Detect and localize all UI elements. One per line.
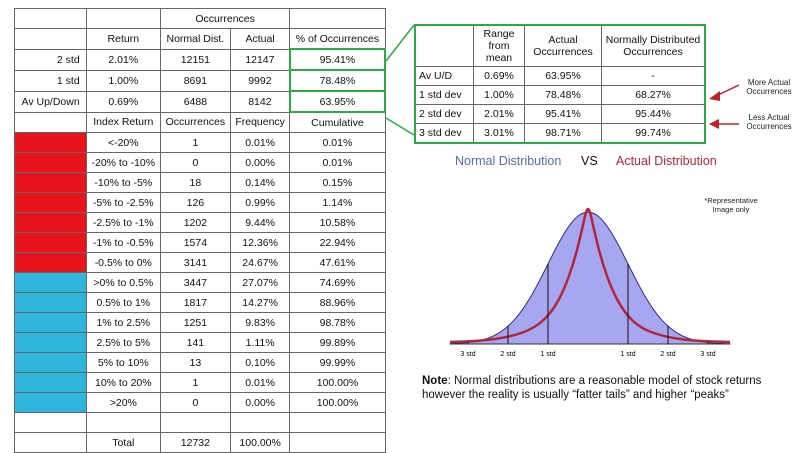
- normal-distribution-title: Normal Distribution: [455, 154, 562, 168]
- table-cell: 1.14%: [289, 192, 386, 213]
- table-cell: -5% to -2.5%: [85, 192, 161, 213]
- actual-distribution-title: Actual Distribution: [616, 154, 717, 168]
- more-occurrences-note: More Actual Occurrences: [746, 78, 792, 96]
- table-cell: 63.95%: [288, 90, 387, 113]
- connector-line: [385, 24, 415, 62]
- table-cell: 12147: [229, 48, 291, 71]
- table-cell: 12151: [159, 48, 231, 71]
- axis-label: 2 std: [500, 351, 515, 358]
- header-cell: Range from mean: [473, 24, 525, 67]
- header-cell: Index Return: [85, 111, 161, 133]
- header-cell: Normal Dist.: [159, 28, 231, 50]
- vs-label: VS: [581, 154, 598, 168]
- table-row: -0.5% to 0% 3141 24.67% 47.61%: [14, 252, 386, 273]
- arrow-head: [709, 91, 720, 101]
- note-text: : Normal distributions are a reasonable …: [422, 375, 762, 401]
- axis-label: 3 std: [700, 351, 715, 358]
- table-cell: 141: [159, 332, 231, 353]
- table-row: [14, 412, 386, 433]
- table-cell: 3 std dev: [414, 123, 474, 144]
- axis-label: 3 std: [460, 351, 475, 358]
- table-row: 2 std dev 2.01% 95.41% 95.44%: [414, 104, 706, 124]
- less-occurrences-note: Less Actual Occurrences: [746, 113, 792, 131]
- table-cell: 9992: [229, 69, 291, 92]
- axis-label: 1 std: [620, 351, 635, 358]
- table-cell: 1.11%: [229, 332, 291, 353]
- table-cell: 1817: [159, 292, 231, 313]
- table-cell: 6488: [159, 90, 231, 113]
- negative-color-block: [14, 252, 87, 273]
- table-row: >20% 0 0.00% 100.00%: [14, 392, 386, 413]
- table-row: 10% to 20% 1 0.01% 100.00%: [14, 372, 386, 393]
- table-row: 3 std dev 3.01% 98.71% 99.74%: [414, 123, 706, 144]
- table-cell: Av U/D: [414, 66, 474, 86]
- connector-line: [385, 117, 415, 136]
- table-cell: 0.5% to 1%: [85, 292, 161, 313]
- table-cell: 126: [159, 192, 231, 213]
- table-cell: 2 std: [14, 48, 87, 71]
- group-header: Occurrences: [159, 8, 291, 29]
- table-cell: 63.95%: [524, 66, 602, 86]
- table-cell: 2 std dev: [414, 104, 474, 124]
- header-cell: % of Occurrences: [289, 28, 386, 50]
- table-row: -5% to -2.5% 126 0.99% 1.14%: [14, 192, 386, 213]
- empty-cell: [289, 8, 386, 29]
- table-cell: -1% to -0.5%: [85, 232, 161, 253]
- table-cell: 98.71%: [524, 123, 602, 144]
- header-cell: Normally Distributed Occurrences: [601, 24, 706, 67]
- table-cell: 1202: [159, 212, 231, 233]
- table-cell: 74.69%: [289, 272, 386, 293]
- table-cell: 95.41%: [524, 104, 602, 124]
- arrow-head: [709, 119, 719, 129]
- table-cell: 2.01%: [473, 104, 525, 124]
- std-dev-comparison-table: Range from mean Actual Occurrences Norma…: [414, 24, 706, 144]
- table-row: -20% to -10% 0 0.00% 0.01%: [14, 152, 386, 173]
- table-row: -2.5% to -1% 1202 9.44% 10.58%: [14, 212, 386, 233]
- connector-lines: [385, 24, 740, 136]
- table-row: Occurrences: [14, 8, 386, 29]
- table-cell: 100.00%: [289, 372, 386, 393]
- note-bold: Note: [422, 375, 448, 387]
- table-cell: 3447: [159, 272, 231, 293]
- table-row: >0% to 0.5% 3447 27.07% 74.69%: [14, 272, 386, 293]
- table-row: -1% to -0.5% 1574 12.36% 22.94%: [14, 232, 386, 253]
- table-cell: 95.44%: [601, 104, 706, 124]
- actual-distribution-curve: [449, 207, 731, 344]
- table-cell: 0.69%: [85, 90, 161, 113]
- table-cell: 100.00%: [289, 392, 386, 413]
- table-row: Av U/D 0.69% 63.95% -: [414, 66, 706, 86]
- table-cell: 14.27%: [229, 292, 291, 313]
- table-row: Av Up/Down 0.69% 6488 8142 63.95%: [14, 90, 387, 113]
- table-row: 5% to 10% 13 0.10% 99.99%: [14, 352, 386, 373]
- table-cell: 78.48%: [288, 69, 387, 92]
- occurrences-table: Occurrences Return Normal Dist. Actual% of …: [14, 8, 387, 453]
- table-cell: 95.41%: [288, 48, 387, 71]
- negative-color-block: [14, 212, 87, 233]
- negative-color-block: [14, 172, 87, 193]
- header-cell: Actual Occurrences: [524, 24, 602, 67]
- table-cell: 8142: [229, 90, 291, 113]
- table-cell: 99.99%: [289, 352, 386, 373]
- table-cell: >0% to 0.5%: [85, 272, 161, 293]
- table-row: -10% to -5% 18 0.14% 0.15%: [14, 172, 386, 193]
- table-cell: 3.01%: [473, 123, 525, 144]
- table-cell: 1 std dev: [414, 85, 474, 105]
- axis-label: 1 std: [540, 351, 555, 358]
- table-row: 2.5% to 5% 141 1.11% 99.89%: [14, 332, 386, 353]
- table-cell: Av Up/Down: [14, 90, 87, 113]
- table-cell: 1% to 2.5%: [85, 312, 161, 333]
- positive-color-block: [14, 392, 87, 413]
- normal-curve-fill: [449, 211, 731, 345]
- header-cell: Occurrences: [159, 111, 231, 133]
- table-cell: 12.36%: [229, 232, 291, 253]
- representative-note: *Representative Image only: [704, 196, 758, 214]
- table-cell: 1.00%: [473, 85, 525, 105]
- table-row: 1 std 1.00% 8691 9992 78.48%: [14, 69, 387, 92]
- bottom-note: Note: Normal distributions are a reasona…: [422, 374, 796, 402]
- axis-label: 2 std: [660, 351, 675, 358]
- table-cell: 99.74%: [601, 123, 706, 144]
- distribution-chart: 3 std 2 std 1 std 1 std 2 std 3 std: [449, 207, 731, 358]
